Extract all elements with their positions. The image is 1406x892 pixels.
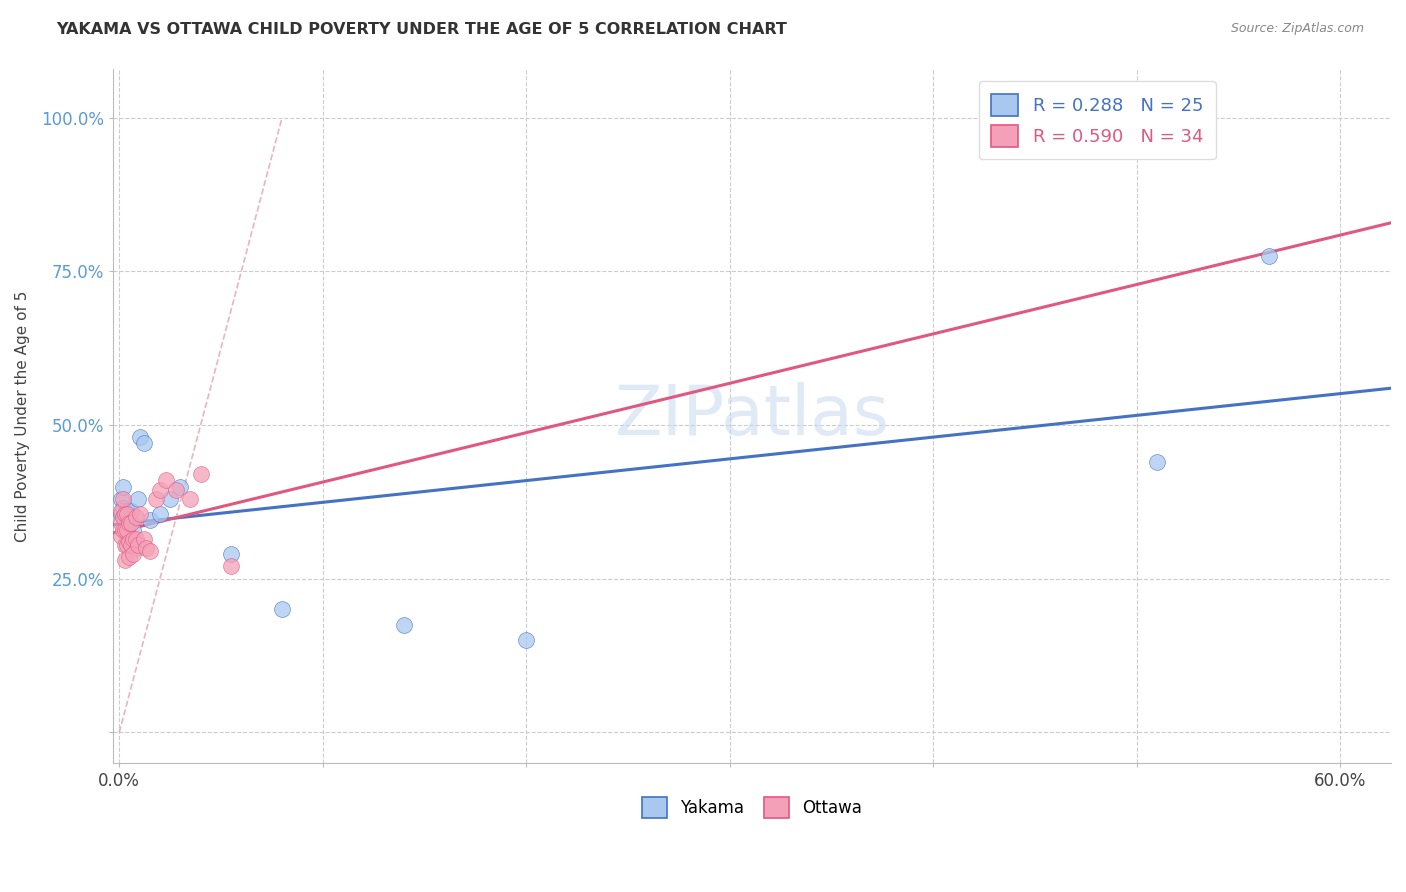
Point (114, 507, 136, 521)
Point (118, 534, 141, 549)
Point (190, 467, 212, 482)
Point (159, 491, 181, 506)
Point (112, 501, 135, 516)
Point (155, 474, 177, 488)
Point (132, 436, 155, 450)
Point (118, 550, 141, 565)
Point (149, 507, 172, 521)
Point (117, 504, 139, 518)
Point (120, 504, 142, 518)
Point (139, 544, 162, 558)
Point (127, 491, 149, 506)
Text: Source: ZipAtlas.com: Source: ZipAtlas.com (1230, 22, 1364, 36)
Point (117, 507, 139, 521)
Point (1146, 455, 1168, 469)
Point (392, 617, 415, 632)
Point (122, 523, 145, 537)
Point (118, 510, 141, 524)
Point (139, 513, 162, 527)
Point (118, 516, 141, 531)
Point (117, 516, 139, 531)
Point (114, 507, 136, 521)
Point (112, 479, 135, 493)
Point (124, 532, 146, 546)
Point (110, 491, 132, 506)
Point (114, 513, 136, 527)
Point (135, 541, 157, 555)
Point (128, 430, 150, 444)
Point (127, 538, 149, 552)
Point (219, 559, 242, 574)
Point (169, 479, 191, 493)
Point (110, 529, 132, 543)
Point (110, 504, 132, 518)
Point (179, 491, 201, 506)
Point (271, 602, 294, 616)
Point (114, 553, 136, 567)
Point (117, 523, 139, 537)
Point (124, 510, 146, 524)
Point (145, 491, 167, 506)
Text: ZIPatlas: ZIPatlas (614, 383, 890, 450)
Point (120, 538, 142, 552)
Point (1257, 249, 1279, 263)
Point (515, 633, 537, 648)
Point (149, 483, 172, 497)
Point (112, 523, 135, 537)
Y-axis label: Child Poverty Under the Age of 5: Child Poverty Under the Age of 5 (15, 290, 30, 541)
Point (110, 516, 132, 531)
Point (132, 532, 155, 546)
Point (128, 507, 150, 521)
Point (110, 507, 132, 521)
Point (114, 523, 136, 537)
Point (112, 510, 135, 524)
Point (120, 516, 142, 531)
Point (122, 532, 145, 546)
Point (117, 538, 139, 552)
Legend: Yakama, Ottawa: Yakama, Ottawa (636, 790, 869, 824)
Text: YAKAMA VS OTTAWA CHILD POVERTY UNDER THE AGE OF 5 CORRELATION CHART: YAKAMA VS OTTAWA CHILD POVERTY UNDER THE… (56, 22, 787, 37)
Point (112, 491, 135, 506)
Point (122, 547, 145, 561)
Point (165, 483, 187, 497)
Point (124, 541, 146, 555)
Point (219, 547, 242, 561)
Point (114, 538, 136, 552)
